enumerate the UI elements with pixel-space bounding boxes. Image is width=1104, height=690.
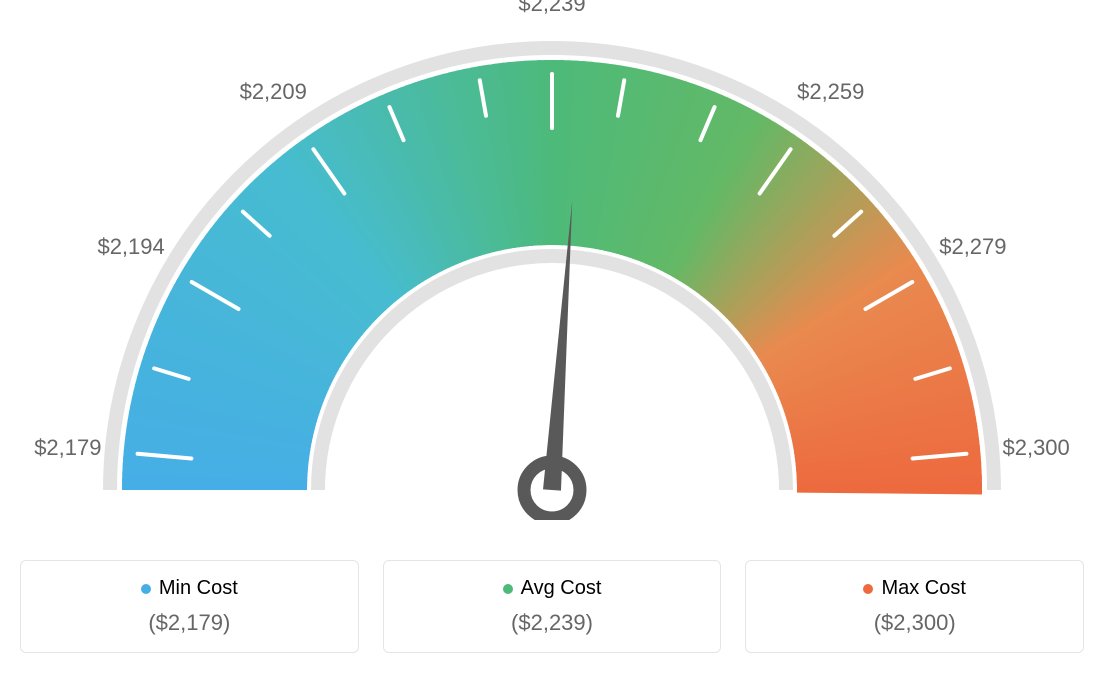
legend-card-avg: Avg Cost ($2,239) bbox=[383, 560, 722, 653]
gauge-container: $2,179$2,194$2,209$2,239$2,259$2,279$2,3… bbox=[20, 20, 1084, 520]
legend-title-text: Max Cost bbox=[881, 577, 965, 600]
gauge-tick-label: $2,194 bbox=[97, 234, 164, 260]
gauge-tick-label: $2,179 bbox=[34, 435, 101, 461]
gauge-chart bbox=[20, 20, 1084, 520]
gauge-tick-label: $2,300 bbox=[1002, 435, 1069, 461]
legend-card-min: Min Cost ($2,179) bbox=[20, 560, 359, 653]
gauge-tick-label: $2,279 bbox=[939, 234, 1006, 260]
legend-value-avg: ($2,239) bbox=[404, 610, 701, 636]
dot-icon bbox=[503, 584, 513, 594]
legend-title-max: Max Cost bbox=[863, 577, 965, 600]
legend-value-max: ($2,300) bbox=[766, 610, 1063, 636]
legend-title-text: Min Cost bbox=[159, 577, 238, 600]
legend-row: Min Cost ($2,179) Avg Cost ($2,239) Max … bbox=[20, 560, 1084, 653]
legend-card-max: Max Cost ($2,300) bbox=[745, 560, 1084, 653]
gauge-tick-label: $2,209 bbox=[240, 79, 307, 105]
gauge-tick-label: $2,239 bbox=[518, 0, 585, 17]
legend-title-text: Avg Cost bbox=[521, 577, 602, 600]
dot-icon bbox=[863, 584, 873, 594]
gauge-tick-label: $2,259 bbox=[797, 79, 864, 105]
legend-title-min: Min Cost bbox=[141, 577, 238, 600]
dot-icon bbox=[141, 584, 151, 594]
legend-title-avg: Avg Cost bbox=[503, 577, 602, 600]
legend-value-min: ($2,179) bbox=[41, 610, 338, 636]
